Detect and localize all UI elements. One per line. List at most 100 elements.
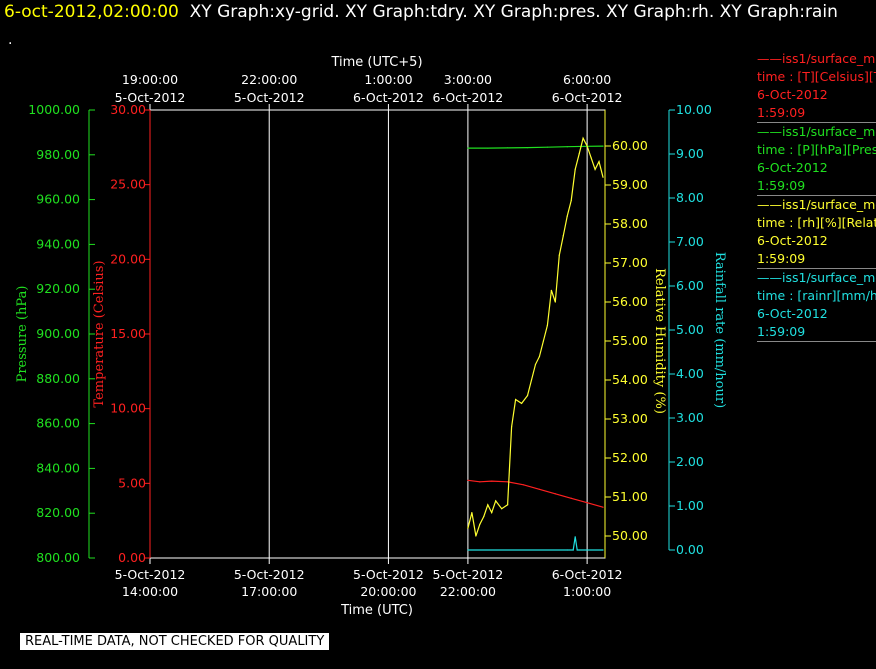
bottom-axis-title: Time (UTC) — [340, 603, 413, 618]
point-humidity-14 — [530, 379, 533, 381]
humidity-tick-label-2: 52.00 — [612, 450, 648, 465]
graph-titles: XY Graph:xy-grid. XY Graph:tdry. XY Grap… — [189, 2, 838, 22]
temperature-tick-label-4: 20.00 — [110, 251, 146, 266]
point-temperature-1 — [479, 481, 481, 483]
point-humidity-5 — [487, 504, 489, 506]
point-pressure-3 — [526, 147, 529, 149]
point-humidity-8 — [501, 508, 503, 510]
pressure-tick-label-4: 880.00 — [36, 371, 80, 386]
legend-entry-3-name: ——iss1/surface_me — [757, 270, 876, 285]
pressure-tick-label-7: 940.00 — [36, 236, 80, 251]
rainfall-tick-label-9: 9.00 — [676, 146, 704, 161]
humidity-tick-label-7: 57.00 — [612, 255, 648, 270]
pressure-tick-label-0: 800.00 — [36, 550, 80, 565]
point-humidity-9 — [507, 504, 509, 506]
legend-entry-3-line2: time : [rainr][mm/ho — [757, 288, 876, 303]
point-humidity-32 — [602, 176, 604, 178]
point-humidity-11 — [514, 398, 517, 401]
legend-entry-0-name: ——iss1/surface_me — [757, 51, 876, 66]
point-humidity-15 — [534, 363, 537, 365]
humidity-tick-label-0: 50.00 — [612, 528, 648, 543]
point-humidity-22 — [562, 235, 564, 237]
pressure-tick-label-1: 820.00 — [36, 505, 80, 520]
legend-entry-3-line4: 1:59:09 — [757, 324, 806, 339]
point-humidity-25 — [574, 168, 576, 170]
point-humidity-7 — [495, 500, 497, 502]
bottom-tick-time-3: 22:00:00 — [440, 584, 496, 599]
rainfall-tick-label-5: 5.00 — [676, 322, 704, 337]
point-temperature-4 — [522, 484, 525, 486]
legend-entry-1-line2: time : [P][hPa][Pres — [757, 142, 876, 157]
temperature-tick-label-2: 10.00 — [110, 401, 146, 416]
series-line-rainfall — [467, 536, 603, 551]
rainfall-tick-label-0: 0.00 — [676, 542, 704, 557]
humidity-tick-label-3: 53.00 — [612, 411, 648, 426]
temperature-axis-title: Temperature (Celsius) — [92, 260, 107, 407]
point-humidity-20 — [554, 301, 556, 303]
bottom-tick-date-3: 5-Oct-2012 — [433, 567, 504, 582]
rainfall-axis-title: Rainfall rate (mm/hour) — [712, 252, 727, 408]
point-pressure-1 — [487, 147, 489, 149]
plot-frame — [149, 109, 606, 559]
top-tick-date-2: 6-Oct-2012 — [353, 90, 424, 105]
pressure-tick-label-8: 960.00 — [36, 192, 80, 207]
legend-entry-2: ——iss1/surface_me time : [rh][%][Relati 6-… — [757, 196, 876, 269]
temperature-tick-label-3: 15.00 — [110, 326, 146, 341]
rainfall-tick-label-7: 7.00 — [676, 234, 704, 249]
point-pressure-5 — [566, 146, 568, 148]
point-temperature-6 — [554, 493, 556, 495]
pressure-tick-label-6: 920.00 — [36, 281, 80, 296]
temperature-tick-label-6: 30.00 — [110, 102, 146, 117]
quality-notice: REAL-TIME DATA, NOT CHECKED FOR QUALITY — [20, 633, 330, 650]
point-humidity-30 — [594, 168, 596, 170]
dot-mark: . — [8, 32, 13, 48]
point-humidity-24 — [570, 200, 572, 202]
humidity-tick-label-6: 56.00 — [612, 294, 648, 309]
point-humidity-13 — [526, 395, 529, 397]
point-rainfall-3 — [574, 536, 576, 538]
legend-entry-1-line4: 1:59:09 — [757, 178, 806, 193]
temperature-tick-label-0: 0.00 — [118, 550, 146, 565]
point-humidity-3 — [479, 523, 481, 525]
point-humidity-19 — [550, 289, 552, 291]
point-pressure-2 — [507, 147, 509, 149]
point-humidity-21 — [558, 254, 560, 256]
point-humidity-0 — [467, 527, 469, 529]
legend-entry-3-line3: 6-Oct-2012 — [757, 306, 828, 321]
bottom-tick-date-1: 5-Oct-2012 — [234, 567, 305, 582]
point-temperature-9 — [602, 506, 604, 508]
point-temperature-5 — [538, 488, 541, 490]
bottom-tick-date-4: 6-Oct-2012 — [552, 567, 623, 582]
point-rainfall-2 — [572, 549, 574, 551]
pressure-tick-label-10: 1000.00 — [28, 102, 80, 117]
rainfall-tick-label-4: 4.00 — [676, 366, 704, 381]
legend-entry-2-line3: 6-Oct-2012 — [757, 233, 828, 248]
point-humidity-26 — [578, 153, 580, 155]
top-tick-date-1: 5-Oct-2012 — [234, 90, 305, 105]
point-humidity-31 — [598, 161, 600, 163]
point-humidity-27 — [582, 137, 584, 139]
bottom-tick-date-0: 5-Oct-2012 — [115, 567, 186, 582]
bottom-tick-time-1: 17:00:00 — [241, 584, 297, 599]
legend-entry-0-line2: time : [T][Celsius][T — [757, 69, 876, 84]
point-rainfall-5 — [578, 549, 580, 551]
point-humidity-23 — [566, 215, 568, 217]
timestamp: 6-oct-2012,02:00:00 — [4, 2, 179, 22]
temperature-tick-label-1: 5.00 — [118, 475, 146, 490]
point-humidity-6 — [491, 511, 493, 514]
bottom-tick-time-0: 14:00:00 — [122, 584, 178, 599]
point-temperature-7 — [570, 497, 572, 499]
top-tick-time-3: 3:00:00 — [444, 72, 492, 87]
humidity-tick-label-9: 59.00 — [612, 177, 648, 192]
rainfall-tick-label-10: 10.00 — [676, 102, 712, 117]
series-line-humidity — [467, 136, 604, 537]
legend-entry-2-line4: 1:59:09 — [757, 251, 806, 266]
pressure-axis-title: Pressure (hPa) — [15, 286, 30, 383]
point-humidity-12 — [520, 402, 523, 404]
bottom-tick-time-4: 1:00:00 — [563, 584, 611, 599]
point-humidity-17 — [542, 340, 545, 342]
top-tick-date-3: 6-Oct-2012 — [433, 90, 504, 105]
humidity-tick-label-10: 60.00 — [612, 138, 648, 153]
legend-entry-0: ——iss1/surface_me time : [T][Celsius][T 6-… — [757, 50, 876, 123]
legend-entry-2-line2: time : [rh][%][Relati — [757, 215, 876, 230]
